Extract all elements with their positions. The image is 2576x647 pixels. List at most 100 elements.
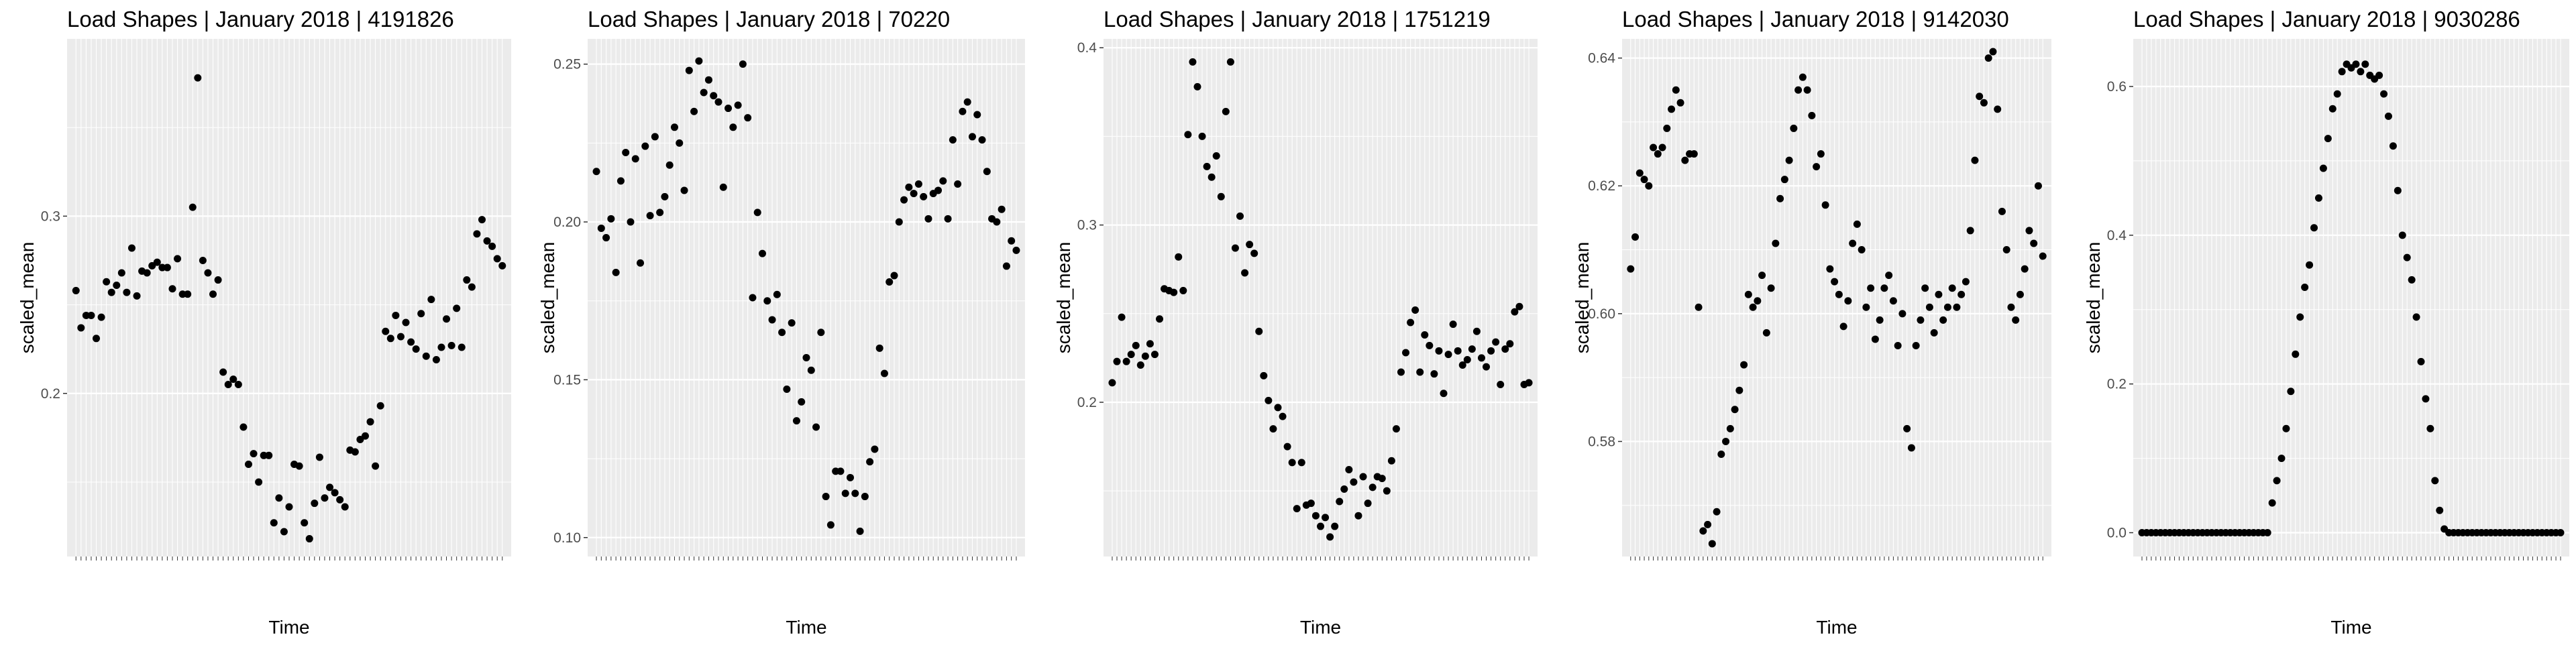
data-point xyxy=(1980,99,1988,107)
data-point xyxy=(2436,506,2444,514)
data-point xyxy=(1676,99,1684,107)
data-point xyxy=(875,344,883,352)
data-point xyxy=(437,343,445,351)
data-point xyxy=(2296,313,2304,321)
data-point xyxy=(978,136,986,144)
data-point xyxy=(1957,290,1966,298)
data-point xyxy=(1744,290,1752,298)
data-point xyxy=(2310,224,2318,232)
chart-panel-4: 0.58 0.60 0.62 0.64 Load Shapes | January 20… xyxy=(1572,7,2051,638)
data-point xyxy=(1307,499,1315,508)
data-point xyxy=(2398,231,2406,239)
data-point xyxy=(366,418,374,426)
data-point xyxy=(2319,164,2327,172)
data-point xyxy=(103,278,111,286)
data-point xyxy=(153,258,161,266)
data-point xyxy=(998,205,1006,213)
data-point xyxy=(1416,368,1424,376)
data-point xyxy=(2394,186,2402,194)
data-point xyxy=(1150,351,1159,359)
data-point xyxy=(2002,246,2010,254)
data-point xyxy=(275,494,283,502)
data-point xyxy=(592,168,600,176)
data-point xyxy=(351,448,359,456)
data-point xyxy=(1477,354,1485,362)
data-point xyxy=(1953,303,1961,311)
data-point xyxy=(670,123,678,131)
data-point xyxy=(143,269,151,277)
data-point xyxy=(1930,329,1938,337)
data-point xyxy=(1645,182,1653,190)
data-point xyxy=(1821,201,1829,209)
data-point xyxy=(1354,512,1362,520)
data-point xyxy=(1297,459,1305,467)
data-point xyxy=(447,341,455,349)
data-point xyxy=(265,451,273,459)
data-point xyxy=(1236,212,1244,220)
x-axis-label: Time xyxy=(786,617,826,638)
data-point xyxy=(1008,237,1016,245)
data-point xyxy=(1322,514,1330,522)
data-point xyxy=(622,148,630,156)
data-point xyxy=(163,263,171,272)
data-point xyxy=(453,304,461,312)
data-point xyxy=(376,402,384,410)
data-point xyxy=(973,111,981,119)
data-point xyxy=(1506,340,1514,348)
data-point xyxy=(361,432,369,440)
data-point xyxy=(1430,370,1438,378)
data-point xyxy=(676,139,684,147)
data-point xyxy=(768,316,776,324)
data-point xyxy=(315,453,323,461)
data-point xyxy=(2417,357,2425,365)
data-point xyxy=(651,133,659,141)
data-point xyxy=(1780,176,1788,184)
data-point xyxy=(326,483,334,491)
data-point xyxy=(1250,249,1258,257)
data-point xyxy=(301,519,309,527)
data-point xyxy=(1917,316,1925,324)
y-tick-label: 0.62 xyxy=(1588,178,1615,194)
data-point xyxy=(1368,483,1377,491)
data-point xyxy=(710,92,718,100)
data-point xyxy=(700,89,708,97)
data-point xyxy=(826,521,835,529)
data-point xyxy=(133,292,141,300)
chart-title: Load Shapes | January 2018 | 9030286 xyxy=(2133,7,2520,32)
data-point xyxy=(695,57,703,65)
data-point xyxy=(1907,444,1915,452)
data-point xyxy=(1767,284,1775,292)
data-point xyxy=(1794,86,1803,94)
data-point xyxy=(1631,233,1640,241)
data-point xyxy=(963,98,971,106)
data-point xyxy=(214,276,222,284)
x-axis-label: Time xyxy=(1300,617,1341,638)
data-point xyxy=(665,161,674,169)
data-point xyxy=(1288,459,1296,467)
data-point xyxy=(646,212,654,220)
data-point xyxy=(1962,278,1970,286)
data-point xyxy=(753,209,761,217)
data-point xyxy=(285,503,293,511)
data-point xyxy=(983,168,991,176)
data-point xyxy=(968,133,976,141)
data-point xyxy=(1817,150,1825,158)
data-point xyxy=(1925,303,1933,311)
data-point xyxy=(2034,182,2042,190)
data-point xyxy=(939,177,947,185)
data-point xyxy=(1269,425,1277,433)
data-point xyxy=(802,353,810,361)
data-point xyxy=(1939,316,1947,324)
data-point xyxy=(798,398,806,406)
data-point xyxy=(900,196,908,204)
data-point xyxy=(1971,156,1979,164)
data-point xyxy=(616,177,625,185)
data-point xyxy=(841,489,849,497)
data-point xyxy=(250,450,258,458)
data-point xyxy=(1179,286,1187,294)
data-point xyxy=(1359,473,1367,481)
data-point xyxy=(174,255,182,263)
data-point xyxy=(417,310,425,318)
data-point xyxy=(2408,276,2416,284)
data-point xyxy=(402,318,410,327)
